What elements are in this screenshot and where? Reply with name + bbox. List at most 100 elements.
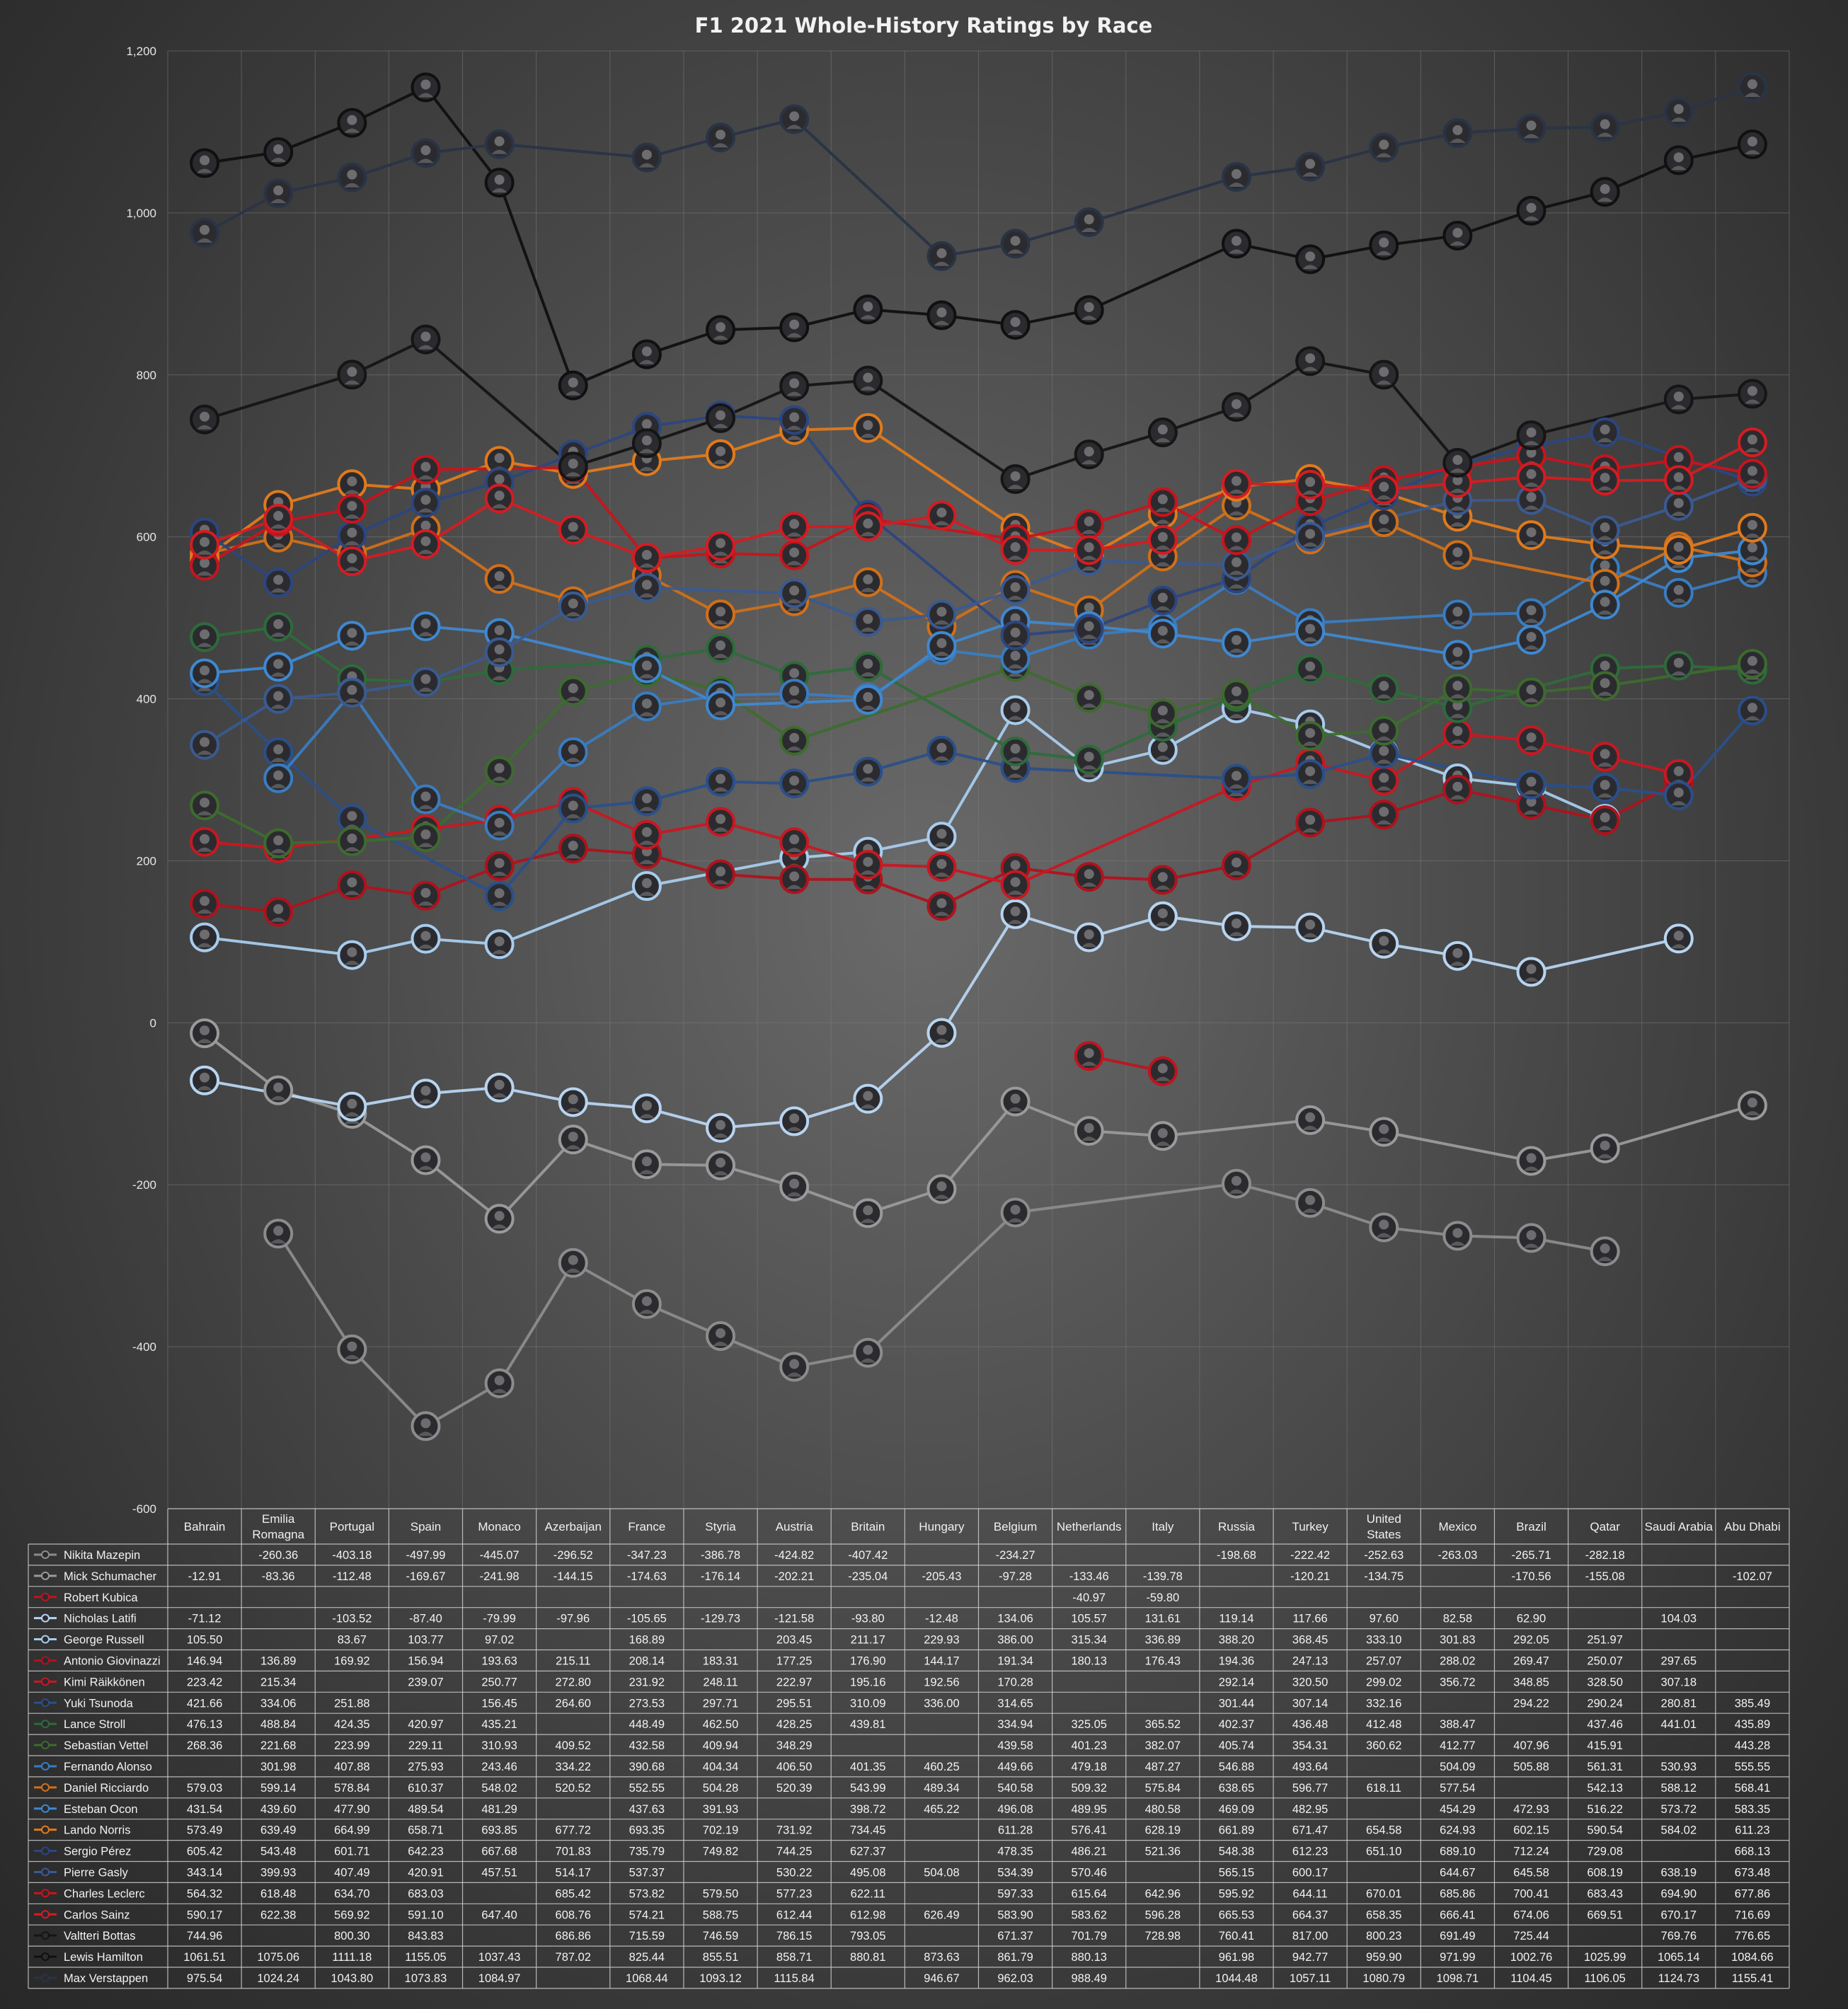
table-cell: 514.17 bbox=[556, 1866, 591, 1879]
avatar-head-icon bbox=[641, 698, 652, 709]
data-point-yuki-tsunoda bbox=[484, 881, 515, 911]
avatar-body-icon bbox=[565, 757, 581, 762]
avatar-head-icon bbox=[1010, 236, 1021, 246]
table-cell: 552.55 bbox=[629, 1782, 665, 1795]
data-point-daniel-ricciardo bbox=[706, 599, 736, 630]
data-point-mick-schumacher bbox=[1369, 1117, 1399, 1147]
table-cell: 104.03 bbox=[1661, 1613, 1697, 1625]
avatar-head-icon bbox=[347, 500, 357, 511]
data-point-max-verstappen bbox=[1590, 112, 1620, 142]
avatar-head-icon bbox=[494, 644, 505, 655]
table-cell: 436.48 bbox=[1292, 1718, 1328, 1731]
table-cell: 462.50 bbox=[703, 1718, 738, 1731]
data-point-carlos-sainz bbox=[1663, 465, 1694, 495]
data-point-lance-stroll bbox=[706, 633, 736, 664]
avatar-head-icon bbox=[1526, 732, 1537, 743]
series-name-daniel-ricciardo: Daniel Ricciardo bbox=[64, 1782, 149, 1795]
table-cell: 428.25 bbox=[776, 1718, 812, 1731]
avatar-head-icon bbox=[1084, 929, 1094, 940]
avatar-body-icon bbox=[1154, 562, 1171, 567]
avatar-head-icon bbox=[1452, 781, 1463, 792]
avatar-body-icon bbox=[1081, 773, 1097, 778]
avatar-head-icon bbox=[1379, 723, 1389, 733]
avatar-head-icon bbox=[1673, 497, 1684, 508]
avatar-head-icon bbox=[420, 887, 431, 898]
avatar-head-icon bbox=[1305, 353, 1316, 364]
legend-key-marker bbox=[41, 1656, 50, 1665]
table-cell: 504.08 bbox=[924, 1866, 959, 1879]
table-row: George Russell 105.50 83.67 103.77 97.02 168.… bbox=[34, 1634, 1623, 1647]
avatar-body-icon bbox=[1007, 890, 1023, 895]
data-point-valtteri-bottas bbox=[1147, 418, 1178, 448]
table-cell: 243.46 bbox=[481, 1761, 517, 1773]
avatar-head-icon bbox=[1526, 605, 1537, 616]
avatar-head-icon bbox=[1305, 529, 1316, 539]
avatar-head-icon bbox=[1305, 476, 1316, 487]
table-cell: 365.52 bbox=[1145, 1718, 1181, 1731]
table-cell: -176.14 bbox=[701, 1570, 740, 1583]
avatar-head-icon bbox=[1010, 471, 1021, 481]
avatar-body-icon bbox=[786, 125, 803, 129]
data-point-esteban-ocon bbox=[853, 685, 883, 715]
table-cell: 1073.83 bbox=[405, 1972, 447, 1985]
data-point-yuki-tsunoda bbox=[1369, 739, 1399, 769]
table-cell: 577.23 bbox=[776, 1887, 812, 1900]
avatar-head-icon bbox=[1452, 125, 1463, 135]
avatar-head-icon bbox=[863, 372, 873, 383]
avatar-head-icon bbox=[1010, 1204, 1021, 1215]
avatar-body-icon bbox=[1081, 1136, 1097, 1141]
avatar-head-icon bbox=[568, 1094, 578, 1105]
avatar-head-icon bbox=[936, 898, 947, 909]
data-point-mick-schumacher bbox=[779, 1171, 810, 1202]
data-point-carlos-sainz bbox=[1442, 468, 1473, 498]
grid bbox=[167, 50, 1790, 1509]
avatar-body-icon bbox=[1081, 529, 1097, 534]
avatar-head-icon bbox=[716, 1157, 726, 1168]
data-point-lewis-hamilton bbox=[484, 168, 515, 198]
data-point-fernando-alonso bbox=[1442, 599, 1473, 630]
avatar-head-icon bbox=[1084, 869, 1094, 880]
table-cell: 689.10 bbox=[1440, 1846, 1475, 1858]
avatar-body-icon bbox=[344, 960, 360, 965]
avatar-head-icon bbox=[1305, 727, 1316, 738]
avatar-body-icon bbox=[418, 944, 434, 949]
avatar-body-icon bbox=[1228, 784, 1244, 789]
table-cell: 97.60 bbox=[1370, 1613, 1399, 1625]
table-cell: 683.43 bbox=[1587, 1887, 1622, 1900]
table-row: Max Verstappen 975.54 1024.24 1043.80 1073.8… bbox=[34, 1972, 1773, 1985]
table-cell: 685.86 bbox=[1440, 1887, 1475, 1900]
data-point-lewis-hamilton bbox=[853, 294, 883, 325]
table-cell: 328.50 bbox=[1587, 1676, 1622, 1688]
data-point-george-russell bbox=[190, 922, 220, 952]
legend-key-marker bbox=[41, 1571, 50, 1580]
table-cell: 388.47 bbox=[1440, 1718, 1475, 1731]
table-cell: 439.58 bbox=[997, 1739, 1033, 1752]
data-point-nicholas-latifi bbox=[337, 1091, 367, 1122]
avatar-body-icon bbox=[713, 710, 729, 715]
data-point-mick-schumacher bbox=[1147, 1121, 1178, 1151]
table-cell: 588.75 bbox=[703, 1909, 738, 1921]
avatar-body-icon bbox=[1450, 138, 1466, 143]
data-point-nicholas-latifi bbox=[1442, 940, 1473, 971]
avatar-body-icon bbox=[418, 1165, 434, 1170]
table-cell: 62.90 bbox=[1517, 1613, 1546, 1625]
table-row: Fernando Alonso 301.98 407.88 275.93 243.46 3… bbox=[34, 1761, 1770, 1773]
table-cell: 611.28 bbox=[998, 1824, 1033, 1837]
table-cell: 105.57 bbox=[1071, 1613, 1106, 1625]
avatar-head-icon bbox=[1600, 119, 1610, 129]
avatar-head-icon bbox=[1231, 557, 1241, 568]
avatar-head-icon bbox=[494, 490, 505, 501]
table-cell: -174.63 bbox=[627, 1570, 667, 1583]
table-cell: 638.19 bbox=[1661, 1866, 1697, 1879]
table-cell: 744.25 bbox=[776, 1846, 812, 1858]
avatar-head-icon bbox=[273, 659, 284, 669]
table-cell: 612.44 bbox=[776, 1909, 812, 1921]
avatar-head-icon bbox=[1379, 1124, 1389, 1134]
table-cell: 348.85 bbox=[1513, 1676, 1549, 1688]
table-cell: 800.30 bbox=[334, 1930, 369, 1942]
table-cell: 177.25 bbox=[776, 1654, 812, 1667]
table-cell: 407.49 bbox=[334, 1866, 369, 1879]
avatar-body-icon bbox=[1081, 460, 1097, 465]
table-cell: 307.18 bbox=[1661, 1676, 1697, 1688]
table-cell: 290.24 bbox=[1587, 1697, 1622, 1710]
